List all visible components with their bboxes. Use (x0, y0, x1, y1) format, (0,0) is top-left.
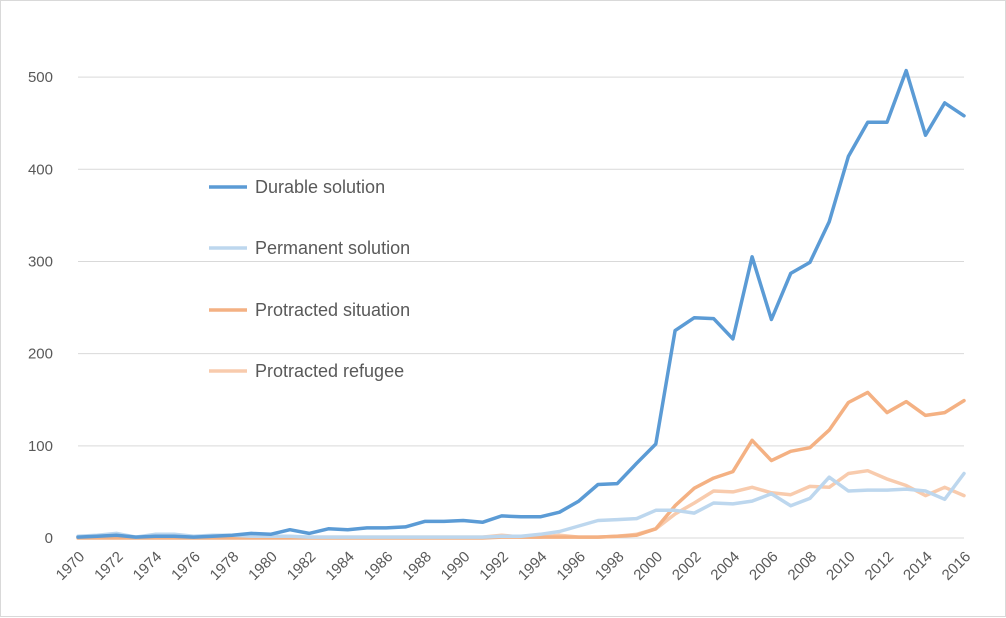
y-tick-label: 200 (28, 346, 53, 363)
x-tick-label: 2016 (939, 548, 975, 584)
x-tick-label: 1974 (130, 548, 166, 584)
y-tick-label: 100 (28, 438, 53, 455)
y-tick-label: 400 (28, 161, 53, 178)
x-tick-label: 1980 (245, 548, 281, 584)
x-tick-label: 2000 (630, 548, 666, 584)
y-tick-label: 300 (28, 253, 53, 270)
x-tick-label: 1992 (476, 548, 512, 584)
x-tick-label: 1986 (361, 548, 397, 584)
x-tick-label: 2004 (708, 548, 744, 584)
x-tick-label: 2008 (785, 548, 821, 584)
legend: Durable solution Permanent solution Protra… (209, 177, 410, 381)
y-tick-label: 500 (28, 69, 53, 86)
x-tick-label: 1988 (399, 548, 435, 584)
x-axis-tick-labels: 1970 1972 1974 1976 1978 1980 1982 1984 1986 1988… (53, 548, 975, 584)
legend-label-protracted-refugee: Protracted refugee (255, 361, 404, 381)
x-tick-label: 1976 (168, 548, 204, 584)
legend-label-protracted-situation: Protracted situation (255, 300, 410, 320)
legend-label-durable-solution: Durable solution (255, 177, 385, 197)
gridlines (78, 76, 964, 539)
x-tick-label: 2010 (823, 548, 859, 584)
x-tick-label: 2006 (746, 548, 782, 584)
x-tick-label: 1970 (53, 548, 89, 584)
y-axis-tick-labels: 0 100 200 300 400 500 (28, 69, 53, 547)
x-tick-label: 1990 (438, 548, 474, 584)
y-tick-label: 0 (45, 530, 53, 547)
x-tick-label: 1996 (553, 548, 589, 584)
x-tick-label: 1978 (207, 548, 243, 584)
legend-label-permanent-solution: Permanent solution (255, 238, 410, 258)
x-tick-label: 1998 (592, 548, 628, 584)
series-line-permanent-solution (76, 471, 966, 539)
x-tick-label: 1982 (284, 548, 320, 584)
x-tick-label: 2012 (862, 548, 898, 584)
series-lines (76, 68, 966, 540)
x-tick-label: 1972 (91, 548, 127, 584)
x-tick-label: 1994 (515, 548, 551, 584)
x-tick-label: 2002 (669, 548, 705, 584)
series-line-durable-solution (76, 68, 966, 539)
x-tick-label: 2014 (900, 548, 936, 584)
x-tick-label: 1984 (322, 548, 358, 584)
